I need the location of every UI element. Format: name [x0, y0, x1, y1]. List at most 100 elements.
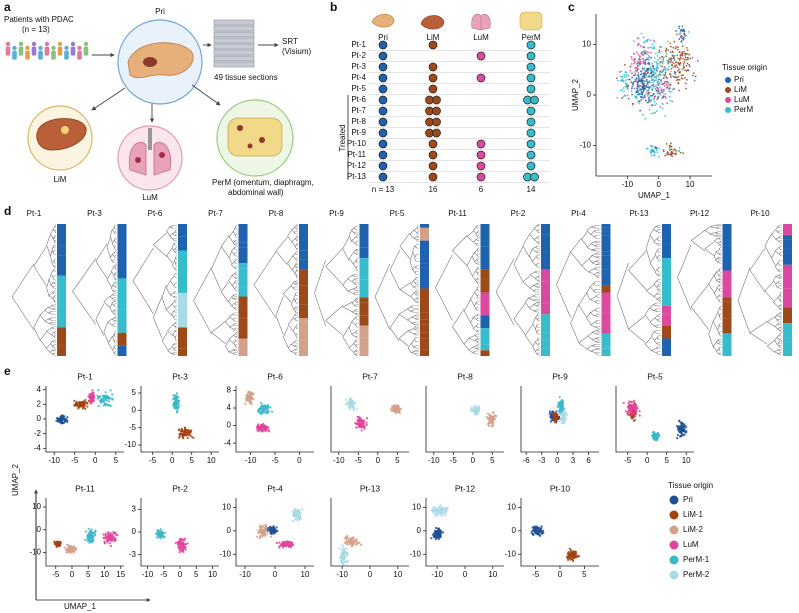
tree-branch — [51, 326, 55, 330]
tree-branch — [113, 264, 116, 269]
cell-point — [648, 99, 651, 102]
cell-point — [562, 416, 565, 419]
tree-branch — [171, 243, 174, 251]
person-body — [51, 50, 56, 60]
tree-branch — [292, 314, 296, 320]
tree-branch — [292, 286, 295, 290]
tree-branch — [713, 251, 717, 261]
cell-point — [623, 76, 626, 78]
cell-point — [665, 52, 668, 55]
cell-point — [638, 77, 641, 80]
x-tick-label: -5 — [450, 456, 458, 465]
cell-point — [661, 61, 664, 64]
cell-point — [643, 41, 645, 44]
tree-branch — [595, 337, 599, 340]
cluster-strip — [299, 285, 308, 305]
tree-branch — [778, 338, 781, 341]
cell-point — [259, 424, 262, 428]
tree-branch — [11, 263, 35, 331]
y-tick-label: -10 — [124, 440, 136, 449]
tree-branch — [586, 286, 591, 301]
cell-point — [490, 420, 494, 423]
tree-branch — [593, 240, 598, 243]
cell-point — [627, 78, 629, 81]
cell-point — [670, 45, 672, 48]
cluster-strip — [420, 224, 429, 228]
cell-point — [653, 60, 656, 63]
tree-branch — [716, 342, 721, 345]
tree-branch — [53, 331, 56, 334]
person-body — [12, 50, 17, 60]
cluster-strip — [541, 269, 550, 282]
x-tick-label: -5 — [52, 570, 60, 579]
cell-point — [352, 536, 355, 539]
x-tick-label: -5 — [160, 570, 168, 579]
tree-branch — [51, 340, 54, 343]
cell-point — [638, 58, 641, 60]
tree-branch — [778, 345, 780, 348]
tree-branch — [410, 350, 416, 355]
sample-dot — [432, 128, 441, 138]
tree-branch — [231, 261, 235, 269]
x-tick-label: -3 — [538, 456, 546, 465]
cluster-strip — [420, 263, 429, 268]
tree-branch — [355, 235, 357, 239]
cell-point — [637, 80, 640, 83]
cell-point — [657, 51, 660, 54]
tree-branch — [451, 235, 468, 266]
panel-label: e — [4, 364, 11, 378]
cell-point — [87, 534, 90, 537]
cluster-strip — [783, 307, 792, 323]
tree-branch — [533, 289, 536, 293]
tree-branch — [355, 323, 358, 328]
tree-branch — [175, 247, 177, 250]
tree-branch — [771, 229, 777, 240]
tree-branch — [714, 234, 718, 237]
y-tick-label: -3 — [129, 550, 137, 559]
cell-point — [653, 153, 656, 156]
cell-point — [365, 423, 368, 426]
tree-branch — [253, 251, 277, 318]
tree-branch — [234, 301, 237, 305]
tree-branch — [775, 226, 778, 233]
cell-point — [652, 84, 655, 86]
cluster-strip — [722, 280, 732, 287]
cell-point — [182, 543, 185, 546]
cluster-strip — [541, 339, 550, 349]
cell-point — [623, 73, 626, 76]
cell-point — [655, 89, 658, 92]
cell-point — [355, 542, 358, 546]
cell-point — [261, 407, 264, 410]
cell-point — [678, 89, 681, 92]
person-body — [5, 46, 11, 56]
cell-point — [105, 402, 108, 406]
panel-title: Pt-6 — [267, 371, 283, 381]
tree-branch — [165, 280, 171, 295]
tree-branch — [346, 288, 354, 295]
tree-branch — [95, 303, 105, 336]
cell-point — [642, 114, 645, 116]
cell-point — [73, 549, 76, 552]
cell-point — [661, 102, 664, 105]
cell-point — [631, 103, 634, 106]
cell-point — [633, 409, 637, 412]
cell-point — [662, 88, 665, 91]
cluster-strip — [238, 296, 248, 319]
tree-branch — [232, 273, 236, 279]
tree-branch — [777, 342, 780, 347]
cell-point — [65, 551, 68, 554]
cell-point — [678, 147, 681, 149]
cell-point — [649, 69, 652, 72]
cell-point — [626, 87, 629, 89]
primary-label: Pri — [155, 7, 165, 16]
umap-cloud — [53, 527, 119, 554]
tree-branch — [414, 244, 418, 249]
cluster-strip — [359, 247, 369, 259]
tree-branch — [234, 306, 237, 310]
cluster-strip — [601, 224, 611, 228]
cell-point — [244, 402, 247, 405]
cell-point — [641, 75, 644, 78]
tree-branch — [234, 286, 237, 291]
tree-branch — [477, 230, 479, 234]
tree-branch — [532, 341, 536, 352]
